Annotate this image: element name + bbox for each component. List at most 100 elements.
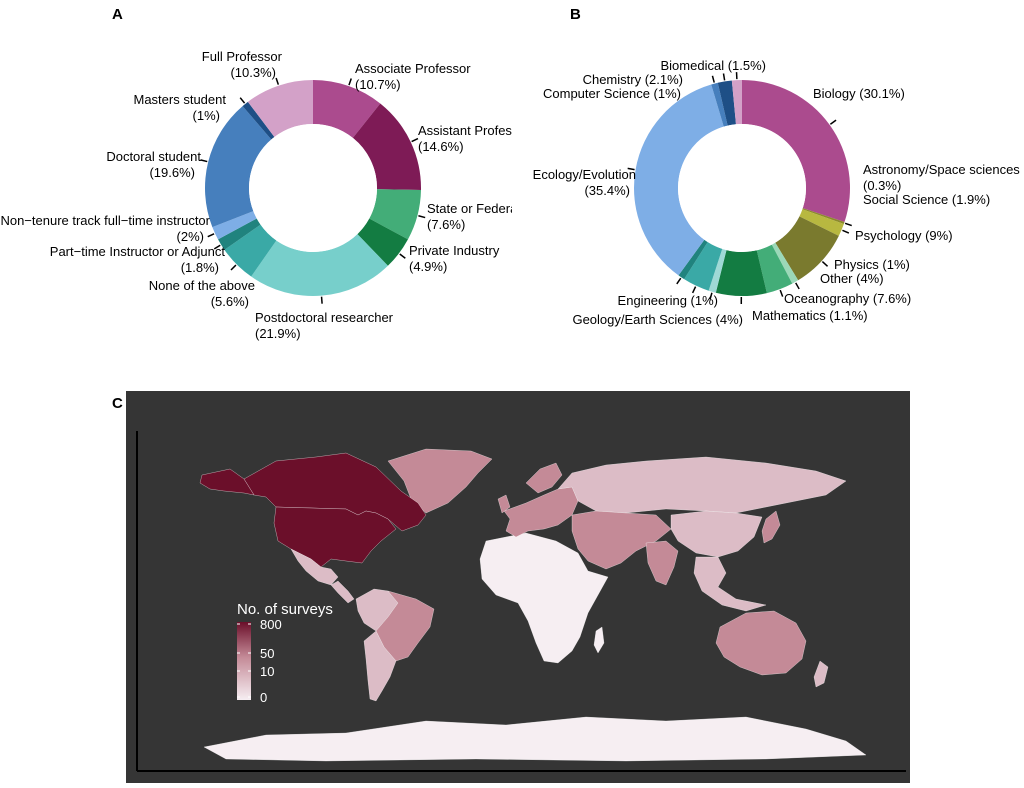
slice-social-science [799,209,843,236]
slice-label-astronomy-space-sciences: Astronomy/Space sciences [863,162,1020,177]
legend-colorbar [237,622,251,700]
slice-biology [742,80,850,222]
slice-label-associate-professor: Associate Professor [355,61,471,76]
slice-label-mathematics: Mathematics (1.1%) [752,308,868,323]
region-united-states [274,507,396,567]
panel-label-b: B [570,6,581,23]
slice-percent-full-professor: (10.3%) [230,65,276,80]
region-madagascar [594,627,604,653]
slice-psychology [775,216,839,280]
slice-label-ecology-evolution: Ecology/Evolution [533,167,636,182]
leader-line-chemistry [723,73,724,80]
legend-tick-label: 0 [260,690,267,705]
slice-label-masters-student: Masters student [134,92,227,107]
legend-title: No. of surveys [237,601,333,618]
leader-line-astronomy-space-sciences [845,223,852,225]
leader-line-masters-student [240,98,244,103]
leader-line-other [780,290,782,297]
slice-percent-private-industry: (4.9%) [409,259,447,274]
leader-line-private-industry [400,254,406,258]
legend-tick-label: 50 [260,646,274,661]
donut-hole [249,124,377,252]
slice-percent-astronomy-space-sciences: (0.3%) [863,178,901,193]
slice-label-psychology: Psychology (9%) [855,228,953,243]
region-central-america [331,581,354,603]
region-antarctica [204,717,866,761]
region-russia [558,457,846,513]
slice-label-biomedical: Biomedical (1.5%) [661,58,767,73]
leader-line-engineering [677,278,681,284]
world-map-panel: No. of surveys 800 50 10 0 [126,391,910,783]
slice-engineering [679,240,708,279]
region-scandinavia [526,463,562,493]
slice-astronomy-space-sciences [802,208,844,224]
leader-line-full-professor [276,78,278,85]
legend-tick-label: 10 [260,664,274,679]
leader-line-computer-science [712,76,714,83]
leader-line-associate-professor [349,78,351,85]
slice-percent-assistant-professor: (14.6%) [418,139,464,154]
leader-line-physics [796,283,799,289]
slice-percent-associate-professor: (10.7%) [355,77,401,92]
region-new-zealand [814,661,828,687]
region-japan [762,511,780,543]
region-china [671,511,762,557]
leader-line-none-of-the-above [231,265,236,270]
world-map: No. of surveys 800 50 10 0 [126,391,910,783]
slice-label-computer-science: Computer Science (1%) [543,86,681,101]
slice-label-biology: Biology (30.1%) [813,86,905,101]
slice-label-oceanography: Oceanography (7.6%) [784,291,911,306]
leader-line-psychology [822,262,827,267]
region-europe [504,487,578,537]
panel-label-c: C [112,395,123,412]
slice-percent-non-tenure-track-full-time-instructor: (2%) [177,229,204,244]
legend-tick-label: 800 [260,617,282,632]
leader-line-geology-earth-sciences [693,287,696,293]
leader-line-non-tenure-track-full-time-instructor [208,234,214,237]
slice-oceanography [716,250,767,296]
slice-biomedical [732,80,742,124]
region-southeast-asia [694,557,766,611]
slice-other [757,245,792,293]
slice-label-state-or-federal-employee: State or Federal Employee [427,201,512,216]
slice-percent-postdoctoral-researcher: (21.9%) [255,326,301,341]
slice-percent-ecology-evolution: (35.4%) [584,183,630,198]
slice-label-chemistry: Chemistry (2.1%) [583,72,683,87]
slice-label-non-tenure-track-full-time-instructor: Non−tenure track full−time instructor [0,213,210,228]
leader-line-doctoral-student [200,160,207,162]
leader-line-assistant-professor [412,139,418,142]
slice-ecology-evolution [634,84,724,275]
slice-chemistry [718,80,736,125]
leader-line-state-or-federal-employee [418,216,425,218]
slice-label-geology-earth-sciences: Geology/Earth Sciences (4%) [572,312,743,327]
leader-line-social-science [842,230,848,233]
leader-line-ecology-evolution [628,168,635,169]
leader-line-mathematics [710,293,712,300]
slice-label-doctoral-student: Doctoral student [106,149,201,164]
slice-percent-doctoral-student: (19.6%) [149,165,195,180]
slice-label-part-time-instructor-or-adjunct: Part−time Instructor or Adjunct [50,244,226,259]
donut-hole [678,124,806,252]
career-stage-donut-chart: Associate Professor(10.7%) Assistant Prof… [0,0,512,360]
slice-label-none-of-the-above: None of the above [149,278,255,293]
slice-percent-none-of-the-above: (5.6%) [211,294,249,309]
slice-label-private-industry: Private Industry [409,243,500,258]
slice-label-postdoctoral-researcher: Postdoctoral researcher [255,310,394,325]
slice-computer-science [711,83,727,127]
slice-mathematics [709,249,727,293]
slice-label-physics: Physics (1%) [834,257,910,272]
slice-percent-state-or-federal-employee: (7.6%) [427,217,465,232]
slice-label-full-professor: Full Professor [202,49,283,64]
slice-label-engineering: Engineering (1%) [618,293,718,308]
leader-line-biology [830,120,836,124]
region-alaska [200,469,254,495]
slice-physics [772,243,798,284]
slice-percent-masters-student: (1%) [193,108,220,123]
slice-label-other: Other (4%) [820,271,884,286]
slice-percent-part-time-instructor-or-adjunct: (1.8%) [181,260,219,275]
region-australia [716,611,806,675]
slice-label-assistant-professor: Assistant Professor [418,123,512,138]
leader-line-postdoctoral-researcher [322,297,323,304]
region-india [646,541,678,585]
slice-label-social-science: Social Science (1.9%) [863,192,990,207]
